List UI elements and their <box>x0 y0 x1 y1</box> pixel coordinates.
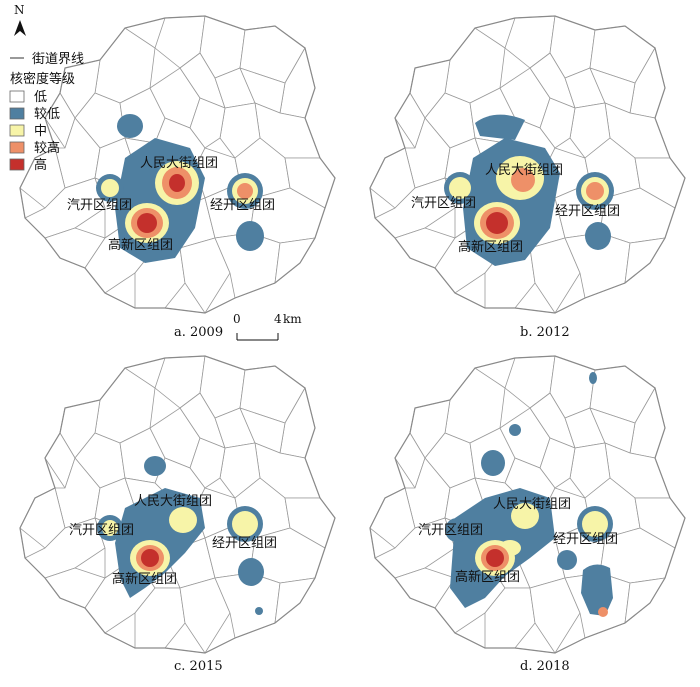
caption-2009: a. 2009 <box>174 325 223 340</box>
label-renmin: 人民大街组团 <box>493 497 571 512</box>
density-layer-2012 <box>444 114 614 266</box>
scale-unit: km <box>283 312 302 326</box>
density-layer-2015 <box>97 456 264 615</box>
legend-label-4: 高 <box>34 157 47 173</box>
legend-swatch-3 <box>9 141 25 154</box>
label-jingkai: 经开区组团 <box>553 532 618 547</box>
panel-2012: 人民大街组团 汽开区组团 经开区组团 高新区组团 <box>369 15 686 314</box>
legend-label-1: 较低 <box>34 107 60 122</box>
label-renmin: 人民大街组团 <box>485 163 563 178</box>
label-jingkai: 经开区组团 <box>212 536 277 551</box>
label-renmin: 人民大街组团 <box>140 156 218 171</box>
caption-2018: d. 2018 <box>520 659 570 674</box>
label-jingkai: 经开区组团 <box>555 204 620 219</box>
density-layer-2009 <box>96 114 264 263</box>
legend-label-3: 较高 <box>34 140 60 156</box>
legend-swatch-1 <box>9 107 25 120</box>
north-arrow-icon <box>14 20 26 36</box>
caption-2015: c. 2015 <box>174 659 223 674</box>
label-jingkai: 经开区组团 <box>210 198 275 213</box>
label-renmin: 人民大街组团 <box>134 494 212 509</box>
boundary-label: 街道界线 <box>32 52 84 67</box>
legend-swatch-4 <box>9 158 25 171</box>
legend-swatch-2 <box>9 124 25 137</box>
north-label: N <box>14 3 25 17</box>
panel-2015: 人民大街组团 汽开区组团 经开区组团 高新区组团 <box>19 355 336 654</box>
legend-label-2: 中 <box>34 124 47 139</box>
panel-2018: 人民大街组团 汽开区组团 经开区组团 高新区组团 <box>369 355 686 654</box>
legend-swatch-0 <box>9 90 25 103</box>
legend-title: 核密度等级 <box>10 71 75 87</box>
label-qikai: 汽开区组团 <box>67 198 132 213</box>
label-qikai: 汽开区组团 <box>69 523 134 538</box>
label-gaoxin: 高新区组团 <box>455 569 520 585</box>
label-qikai: 汽开区组团 <box>411 196 476 211</box>
density-layer-2018 <box>445 372 613 617</box>
caption-2012: b. 2012 <box>520 325 570 340</box>
scale-end: 4 <box>274 312 282 326</box>
label-qikai: 汽开区组团 <box>418 523 483 538</box>
legend-label-0: 低 <box>34 90 47 105</box>
panel-2009: 人民大街组团 汽开区组团 经开区组团 高新区组团 <box>19 15 336 314</box>
scale-bar: 0 4 km <box>233 312 302 341</box>
scale-start: 0 <box>233 312 241 326</box>
label-gaoxin: 高新区组团 <box>108 237 173 253</box>
label-gaoxin: 高新区组团 <box>458 239 523 255</box>
label-gaoxin: 高新区组团 <box>112 571 177 587</box>
